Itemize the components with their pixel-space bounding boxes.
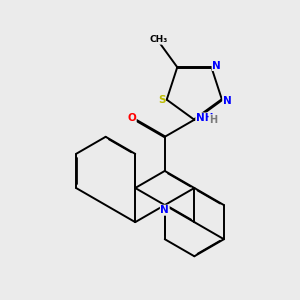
- Text: N: N: [212, 61, 221, 70]
- Text: N: N: [160, 205, 169, 215]
- Text: S: S: [158, 95, 165, 105]
- Text: O: O: [128, 113, 136, 123]
- Text: N: N: [223, 96, 231, 106]
- Text: H: H: [209, 115, 217, 125]
- Text: CH₃: CH₃: [149, 35, 168, 44]
- Text: NH: NH: [196, 113, 213, 123]
